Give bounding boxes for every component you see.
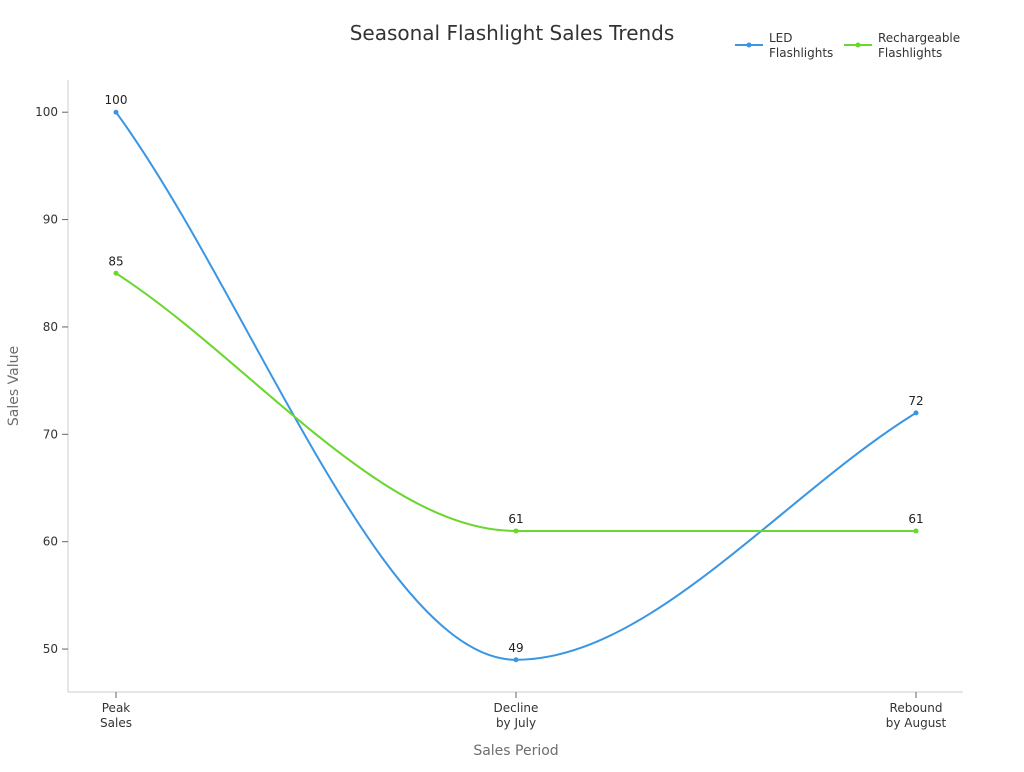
- data-label: 61: [508, 512, 523, 526]
- chart-title: Seasonal Flashlight Sales Trends: [350, 21, 675, 45]
- x-axis-ticks: Peak Sales Decline by July Rebound by August: [100, 692, 947, 730]
- series-group: 100 49 72: [105, 93, 924, 663]
- data-label: 72: [908, 394, 923, 408]
- label-line: Rechargeable: [878, 31, 960, 45]
- label-line: LED: [769, 31, 793, 45]
- y-axis-ticks: 50 60 70 80 90 100: [35, 105, 68, 656]
- y-tick-label: 80: [43, 320, 58, 334]
- y-tick-label: 70: [43, 427, 58, 441]
- y-tick-label: 50: [43, 642, 58, 656]
- data-point: [913, 410, 919, 416]
- legend-item: LED Flashlights: [735, 31, 833, 60]
- series-layer: 100 49 72 85 61 61: [105, 93, 924, 663]
- data-label: 61: [908, 512, 923, 526]
- data-label: 49: [508, 641, 523, 655]
- y-tick-label: 60: [43, 535, 58, 549]
- legend-label: Rechargeable Flashlights: [878, 31, 960, 60]
- series-line: [115, 111, 917, 661]
- label-line: Flashlights: [769, 46, 833, 60]
- legend-label: LED Flashlights: [769, 31, 833, 60]
- x-tick-label: Peak Sales: [100, 701, 132, 730]
- label-line: Sales: [100, 716, 132, 730]
- legend-marker: [855, 42, 861, 48]
- data-point: [513, 528, 519, 534]
- label-line: by July: [496, 716, 536, 730]
- label-line: Flashlights: [878, 46, 942, 60]
- data-label: 100: [105, 93, 128, 107]
- x-axis-title: Sales Period: [473, 743, 558, 759]
- legend-item: Rechargeable Flashlights: [844, 31, 960, 60]
- label-line: by August: [886, 716, 947, 730]
- data-point: [113, 109, 119, 115]
- data-point: [513, 657, 519, 663]
- label-line: Peak: [102, 701, 131, 715]
- label-line: Decline: [494, 701, 539, 715]
- data-point: [113, 270, 119, 276]
- series-line: [115, 272, 916, 532]
- y-tick-label: 90: [43, 213, 58, 227]
- legend-marker: [746, 42, 752, 48]
- y-tick-label: 100: [35, 105, 58, 119]
- data-point: [913, 528, 919, 534]
- y-axis-title: Sales Value: [6, 346, 22, 426]
- data-label: 85: [108, 254, 123, 268]
- label-line: Rebound: [890, 701, 943, 715]
- x-tick-label: Rebound by August: [886, 701, 947, 730]
- x-tick-label: Decline by July: [494, 701, 539, 730]
- series-group: 85 61 61: [108, 254, 924, 534]
